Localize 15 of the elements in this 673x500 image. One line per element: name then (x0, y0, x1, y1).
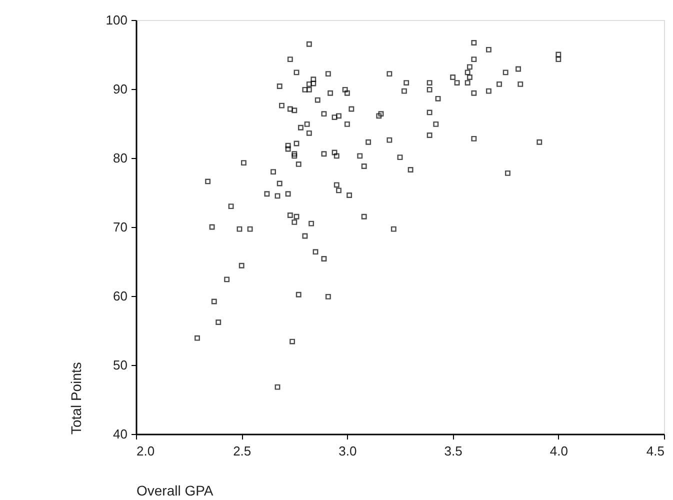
x-tick-label: 4.0 (550, 444, 568, 458)
y-tick-label: 60 (113, 288, 128, 304)
y-tick-label: 80 (113, 150, 128, 166)
x-tick-label: 2.0 (136, 444, 155, 458)
x-tick-label: 3.0 (338, 444, 357, 458)
y-tick-label: 100 (106, 12, 128, 28)
y-tick-label: 40 (113, 426, 128, 442)
y-tick-label: 70 (113, 220, 128, 234)
x-tick-label: 2.5 (233, 444, 252, 458)
x-tick-label: 4.5 (646, 444, 664, 458)
x-tick-label: 3.5 (444, 444, 462, 458)
x-axis-title: Overall GPA (136, 482, 214, 498)
y-tick-label: 50 (113, 358, 128, 372)
y-axis-title: Total Points (68, 362, 84, 434)
y-tick-label: 90 (113, 82, 128, 96)
